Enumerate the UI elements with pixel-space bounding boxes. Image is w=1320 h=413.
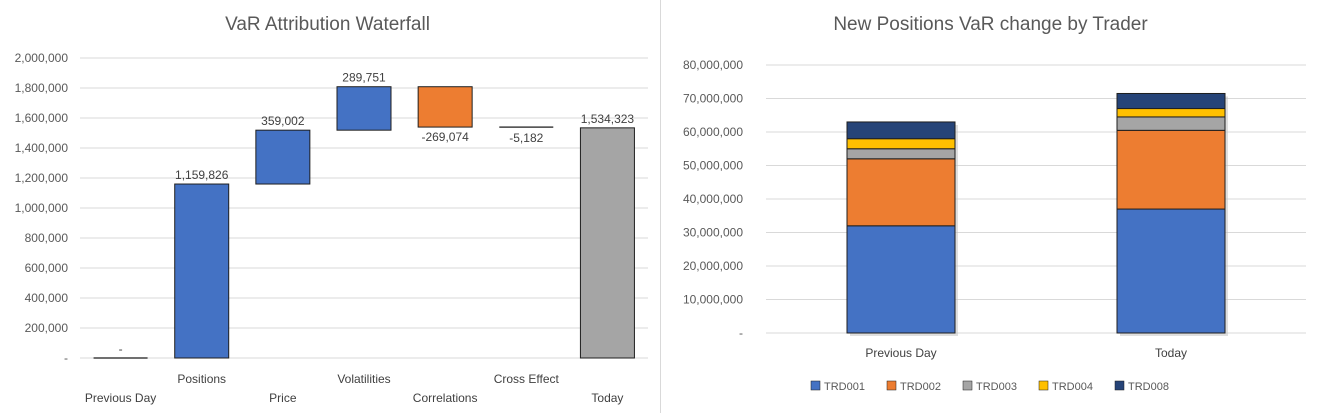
waterfall-chart-title: VaR Attribution Waterfall <box>225 14 430 35</box>
y-tick-label: 80,000,000 <box>683 58 743 72</box>
waterfall-bar <box>336 86 392 131</box>
x-category-label: Previous Day <box>85 391 156 405</box>
legend-label: TRD008 <box>1128 381 1169 393</box>
data-label: 289,751 <box>342 71 386 85</box>
y-tick-label: 10,000,000 <box>683 293 743 307</box>
x-category-label: Volatilities <box>337 372 390 386</box>
stacked-bar-segment <box>1116 92 1226 110</box>
stacked-chart-title: New Positions VaR change by Trader <box>833 14 1148 35</box>
y-tick-label: 1,800,000 <box>15 81 69 95</box>
legend-label: TRD004 <box>1052 381 1093 393</box>
data-label: 359,002 <box>261 114 305 128</box>
legend-swatch <box>962 380 973 391</box>
stacked-bar-segment <box>1116 108 1226 118</box>
data-label: 1,534,323 <box>581 112 635 126</box>
legend-swatch <box>886 380 897 391</box>
x-category-label: Cross Effect <box>494 372 560 386</box>
y-tick-label: 50,000,000 <box>683 159 743 173</box>
y-tick-label: 1,600,000 <box>15 111 69 125</box>
waterfall-bar <box>417 86 473 128</box>
y-tick-label: 2,000,000 <box>15 51 69 65</box>
legend-swatch <box>810 380 821 391</box>
waterfall-bar <box>255 129 311 185</box>
x-category-label: Price <box>269 391 297 405</box>
data-label: -269,074 <box>421 130 469 144</box>
x-category-label: Today <box>591 391 623 405</box>
stacked-bar-segment <box>846 148 956 160</box>
y-tick-label: 400,000 <box>25 291 69 305</box>
waterfall-chart-svg: - 200,000 400,000 600,000 800,000 1,000,000 1,… <box>15 51 648 405</box>
y-tick-label: - <box>739 326 743 340</box>
legend-swatch <box>1114 380 1125 391</box>
y-tick-label: 30,000,000 <box>683 226 743 240</box>
x-category-label: Correlations <box>413 391 478 405</box>
y-tick-label: 200,000 <box>25 321 69 335</box>
y-tick-label: 40,000,000 <box>683 192 743 206</box>
data-label: -5,182 <box>509 131 543 145</box>
data-label: - <box>119 342 123 356</box>
waterfall-bar <box>579 127 635 359</box>
y-tick-label: 600,000 <box>25 261 69 275</box>
y-tick-label: 1,000,000 <box>15 201 69 215</box>
waterfall-chart-panel: VaR Attribution Waterfall - 200,000 400,00… <box>0 0 655 413</box>
stacked-bar-segment <box>1116 116 1226 131</box>
y-tick-label: 1,400,000 <box>15 141 69 155</box>
stacked-bar-segment <box>1116 129 1226 210</box>
stacked-chart-svg: - 10,000,000 20,000,000 30,000,000 40,000,00… <box>683 58 1306 393</box>
stacked-bar-segment <box>1116 208 1226 334</box>
stacked-bar-segment <box>846 121 956 140</box>
x-category-label: Previous Day <box>865 346 936 360</box>
legend-label: TRD003 <box>976 381 1017 393</box>
x-category-label: Positions <box>177 372 226 386</box>
y-tick-label: 1,200,000 <box>15 171 69 185</box>
y-tick-label: 70,000,000 <box>683 92 743 106</box>
y-tick-label: - <box>64 351 68 365</box>
y-tick-label: 60,000,000 <box>683 125 743 139</box>
data-label: 1,159,826 <box>175 168 229 182</box>
stacked-bar-segment <box>846 225 956 334</box>
waterfall-bar <box>174 183 230 359</box>
stacked-chart-panel: New Positions VaR change by Trader - 10,0… <box>660 0 1320 413</box>
legend-label: TRD001 <box>824 381 865 393</box>
x-category-label: Today <box>1155 346 1187 360</box>
legend-swatch <box>1038 380 1049 391</box>
y-tick-label: 20,000,000 <box>683 259 743 273</box>
legend-label: TRD002 <box>900 381 941 393</box>
stacked-bar-segment <box>846 158 956 227</box>
y-tick-label: 800,000 <box>25 231 69 245</box>
stacked-bar-segment <box>846 138 956 150</box>
